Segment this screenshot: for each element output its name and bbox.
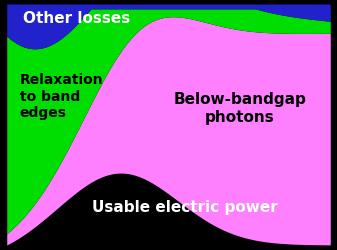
Text: Below-bandgap
photons: Below-bandgap photons [173,92,306,124]
Text: Usable electric power: Usable electric power [92,199,278,214]
Text: Relaxation
to band
edges: Relaxation to band edges [20,73,103,119]
Text: Other losses: Other losses [23,11,130,26]
